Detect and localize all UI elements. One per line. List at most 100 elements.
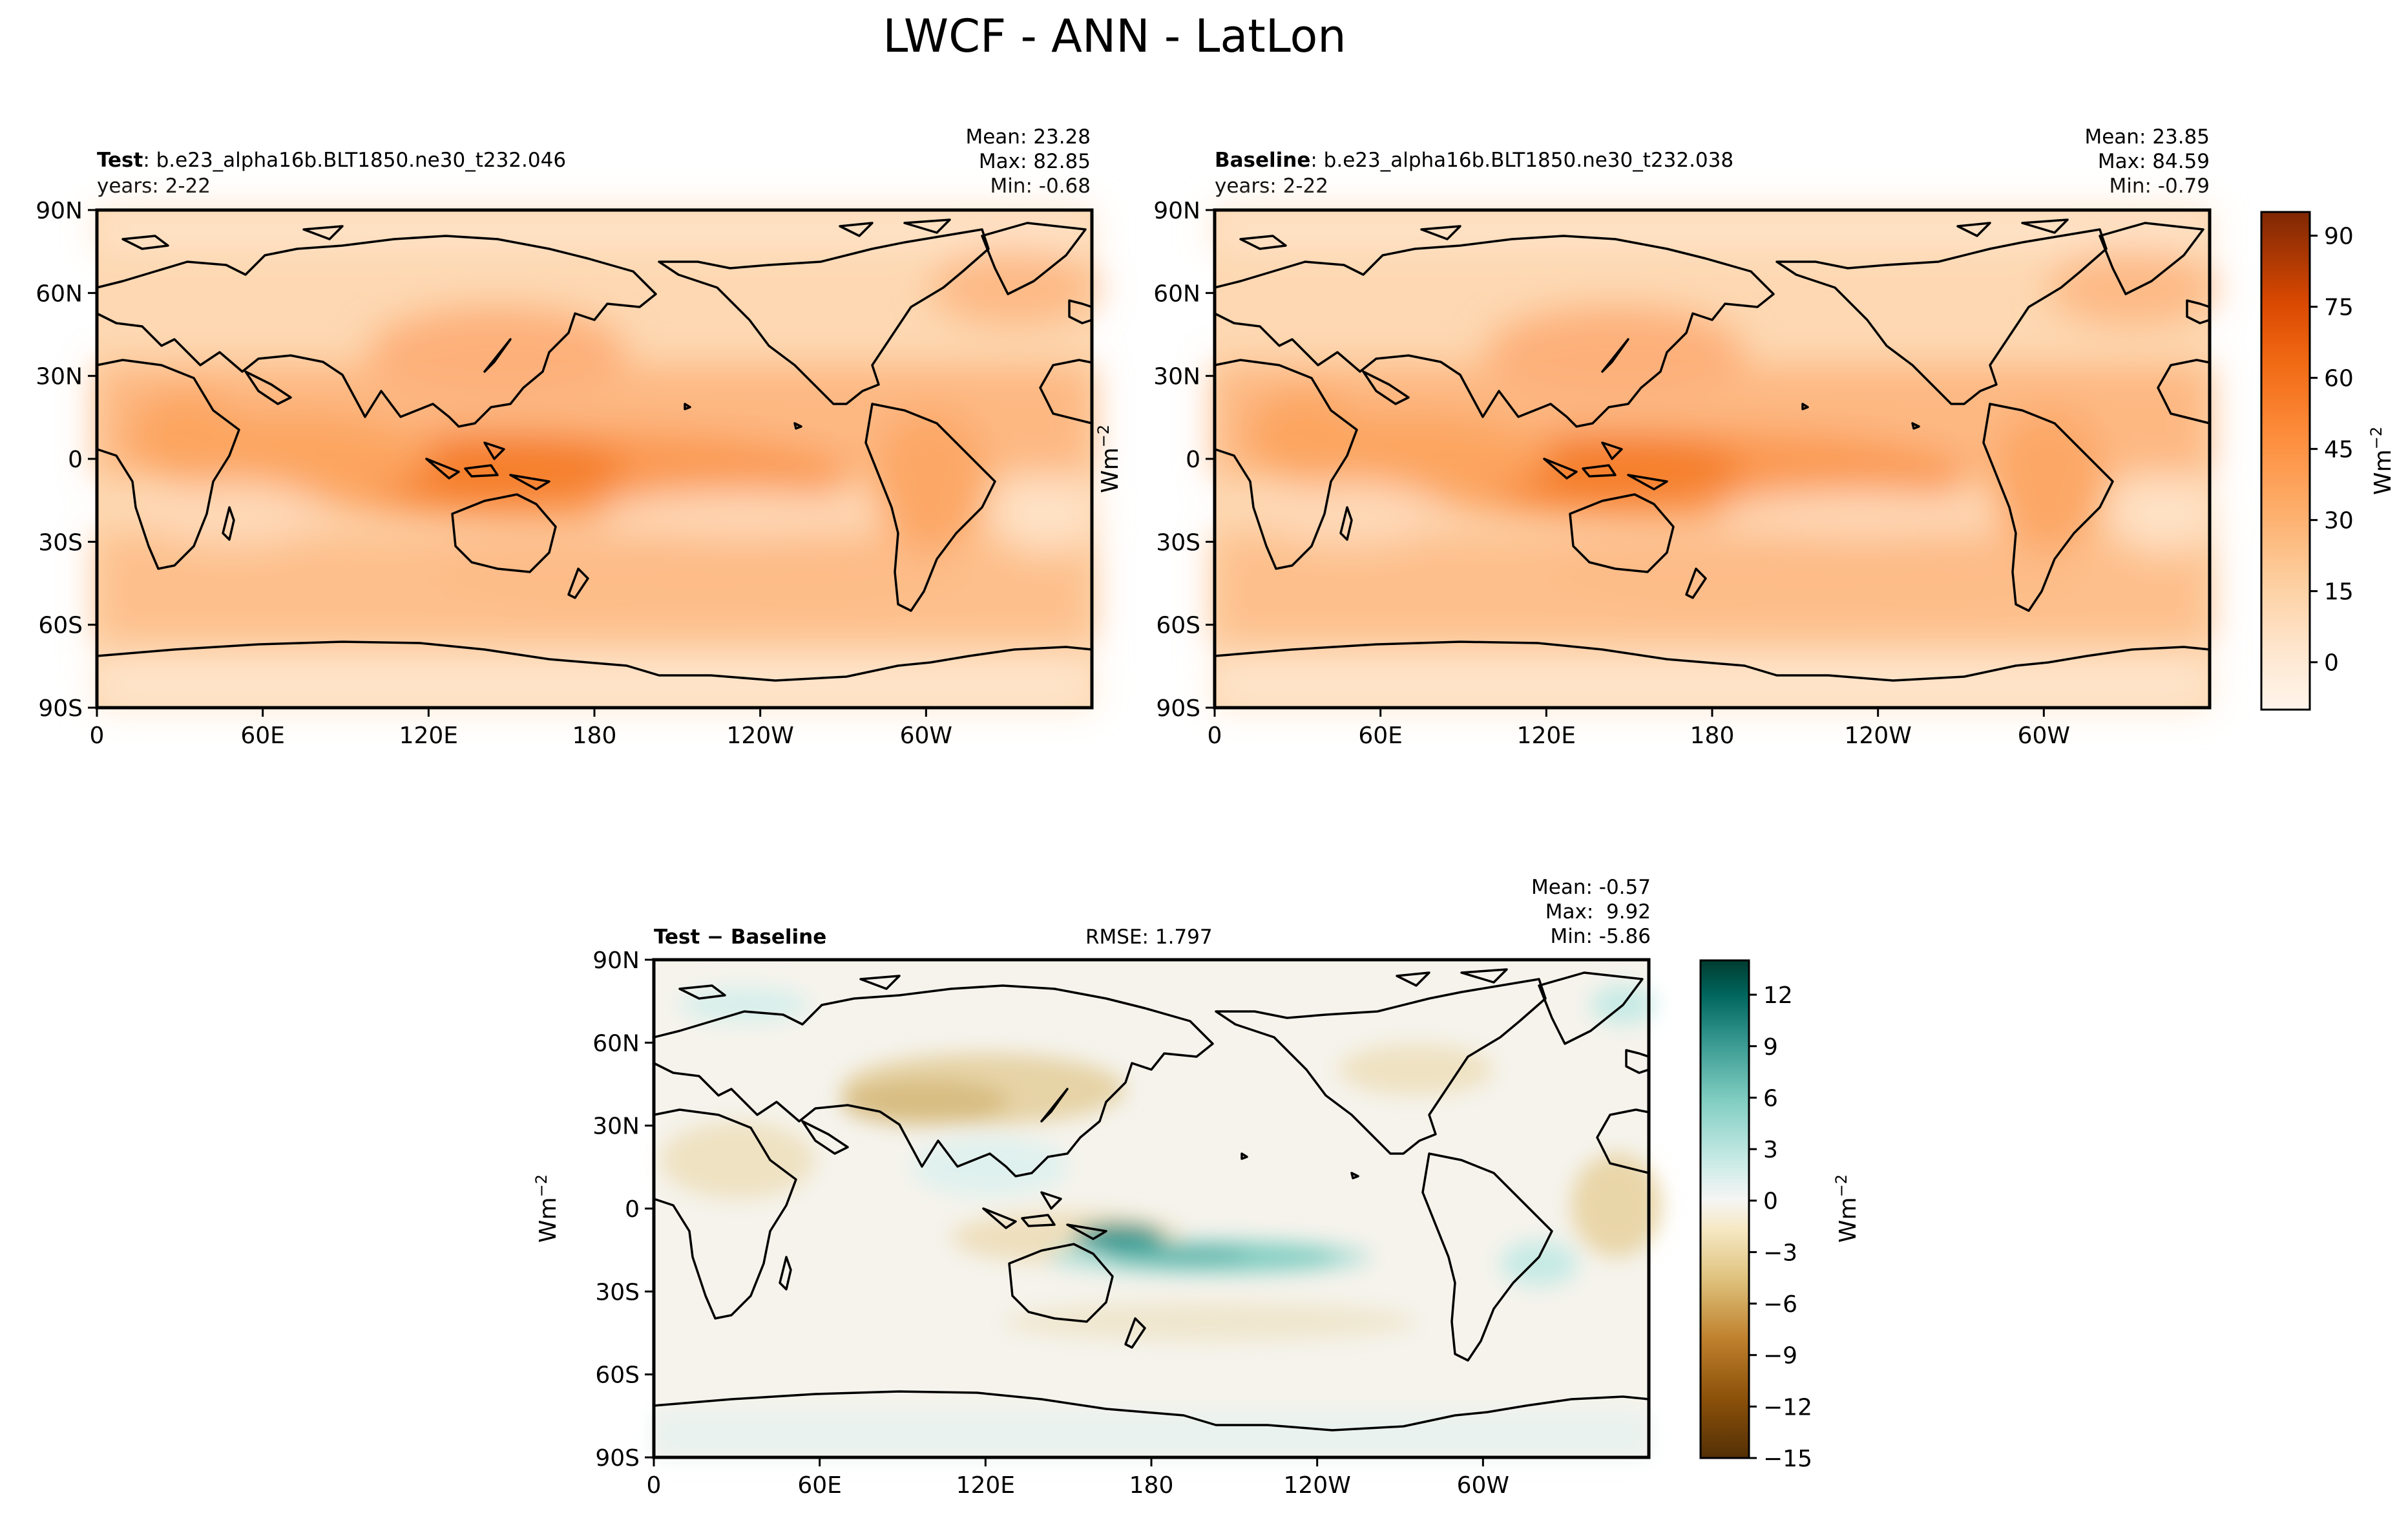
- difference-xtick-label: 60W: [1457, 1472, 1509, 1499]
- diff-colorbar-tick-label: 12: [1763, 982, 1793, 1009]
- test-years: years: 2-22: [97, 174, 211, 198]
- difference-rmse: RMSE: 1.797: [1085, 925, 1213, 949]
- diff-colorbar-label: Wm−2: [1832, 1174, 1861, 1243]
- test-xtick-label: 60W: [900, 723, 952, 749]
- baseline-xtick-label: 60E: [1358, 723, 1403, 749]
- diff-colorbar-tick-label: 6: [1763, 1085, 1778, 1112]
- baseline-label: Baseline: b.e23_alpha16b.BLT1850.ne30_t2…: [1215, 149, 1733, 172]
- test-ytick-label: 0: [68, 447, 83, 473]
- lwcf-colorbar: 90 75 60 45 30 15 0 Wm−2: [2260, 211, 2396, 711]
- lwcf-colorbar-label-base: Wm: [2370, 449, 2396, 495]
- baseline-xtick-label: 180: [1690, 723, 1735, 749]
- difference-ytick-label: 30S: [595, 1279, 640, 1305]
- diff-colorbar-tick-label: −12: [1763, 1394, 1812, 1421]
- baseline-ytick-label: 0: [1186, 447, 1200, 473]
- diff-colorbar-tick-label: 0: [1763, 1189, 1778, 1215]
- lwcf-colorbar-tick-label: 0: [2324, 650, 2339, 677]
- lwcf-colorbar-label-sup: −2: [2367, 427, 2385, 449]
- baseline-label-rest: : b.e23_alpha16b.BLT1850.ne30_t232.038: [1310, 149, 1733, 172]
- lwcf-colorbar-bar: [2260, 211, 2311, 711]
- test-stat-mean: Mean: 23.28: [965, 125, 1091, 149]
- baseline-xtick-label: 60W: [2018, 723, 2070, 749]
- test-panel: Test: b.e23_alpha16b.BLT1850.ne30_t232.0…: [36, 125, 1098, 749]
- test-xtick-label: 60E: [240, 723, 285, 749]
- test-ylabel-base: Wm: [1097, 447, 1124, 493]
- baseline-stat-max: Max: 84.59: [2098, 150, 2210, 173]
- difference-ytick-label: 90N: [592, 947, 640, 974]
- difference-stat-max: Max: 9.92: [1545, 900, 1651, 924]
- test-ytick-label: 90S: [38, 695, 83, 722]
- test-stat-min: Min: -0.68: [990, 174, 1091, 198]
- baseline-xtick-label: 120E: [1517, 723, 1576, 749]
- diff-colorbar-tick-label: −9: [1763, 1343, 1797, 1369]
- difference-label: Test − Baseline: [654, 925, 826, 949]
- difference-xtick-label: 0: [647, 1472, 662, 1499]
- test-xtick-label: 0: [90, 723, 105, 749]
- test-ylabel: Wm−2: [1094, 425, 1124, 493]
- diff-colorbar-tick-label: −6: [1763, 1291, 1797, 1318]
- diff-colorbar-tick-label: 9: [1763, 1034, 1778, 1061]
- test-stat-max: Max: 82.85: [979, 150, 1091, 173]
- figure-title: LWCF - ANN - LatLon: [883, 10, 1346, 63]
- baseline-label-bold: Baseline: [1215, 149, 1310, 172]
- difference-ylabel: Wm−2: [532, 1174, 561, 1243]
- test-label-rest: : b.e23_alpha16b.BLT1850.ne30_t232.046: [143, 149, 566, 172]
- difference-xtick-label: 60E: [797, 1472, 842, 1499]
- lwcf-colorbar-label: Wm−2: [2367, 427, 2396, 495]
- diff-colorbar-tick-label: −15: [1763, 1446, 1812, 1472]
- test-ylabel-sup: −2: [1094, 425, 1113, 447]
- diff-colorbar-tick-label: −3: [1763, 1240, 1797, 1266]
- lwcf-colorbar-tick-label: 15: [2324, 579, 2354, 606]
- baseline-stat-mean: Mean: 23.85: [2084, 125, 2210, 149]
- difference-panel: Test − Baseline RMSE: 1.797 Mean: -0.57 …: [532, 876, 1861, 1499]
- difference-stat-mean: Mean: -0.57: [1531, 876, 1651, 899]
- test-map: [95, 208, 1098, 710]
- baseline-ytick-label: 30S: [1156, 529, 1200, 556]
- test-ytick-label: 60N: [36, 280, 83, 307]
- baseline-years: years: 2-22: [1215, 174, 1328, 198]
- test-ytick-label: 30N: [36, 364, 83, 390]
- difference-xtick-label: 180: [1129, 1472, 1174, 1499]
- baseline-xtick-label: 120W: [1845, 723, 1912, 749]
- baseline-axes: 0 60E 120E 180 120W 60W 90N 60N 30N 0 30S 60S 90S: [1153, 198, 2070, 749]
- baseline-ytick-label: 60N: [1153, 280, 1200, 307]
- test-ytick-label: 30S: [38, 529, 83, 556]
- test-xtick-label: 120E: [399, 723, 458, 749]
- test-xtick-label: 180: [572, 723, 617, 749]
- difference-ytick-label: 0: [625, 1196, 640, 1223]
- lwcf-colorbar-tick-label: 45: [2324, 437, 2354, 463]
- test-ytick-label: 60S: [38, 613, 83, 639]
- baseline-ytick-label: 90S: [1156, 695, 1200, 722]
- difference-ytick-label: 30N: [592, 1114, 640, 1140]
- lwcf-colorbar-tick-label: 75: [2324, 295, 2354, 321]
- difference-ytick-label: 60N: [592, 1030, 640, 1057]
- difference-ytick-label: 60S: [595, 1362, 640, 1389]
- diff-colorbar: 12 9 6 3 0 −3 −6 −9 −12 −15 Wm−2: [1699, 959, 1861, 1472]
- difference-ytick-label: 90S: [595, 1445, 640, 1472]
- baseline-map: [1213, 208, 2216, 710]
- baseline-xtick-label: 0: [1208, 723, 1222, 749]
- lwcf-colorbar-tick-label: 90: [2324, 224, 2354, 250]
- diff-colorbar-tick-label: 3: [1763, 1137, 1778, 1163]
- difference-map: [652, 958, 1662, 1459]
- test-label-bold: Test: [97, 149, 143, 172]
- difference-xtick-label: 120W: [1284, 1472, 1351, 1499]
- lwcf-colorbar-ticks: 90 75 60 45 30 15 0: [2310, 224, 2354, 677]
- lwcf-colorbar-tick-label: 60: [2324, 366, 2354, 392]
- diff-colorbar-ticks: 12 9 6 3 0 −3 −6 −9 −12 −15: [1749, 982, 1812, 1472]
- difference-stat-min: Min: -5.86: [1550, 925, 1651, 948]
- difference-ylabel-sup: −2: [532, 1174, 550, 1197]
- baseline-ytick-label: 30N: [1153, 364, 1200, 390]
- diff-colorbar-label-sup: −2: [1832, 1174, 1850, 1197]
- test-ytick-label: 90N: [36, 198, 83, 224]
- baseline-ytick-label: 90N: [1153, 198, 1200, 224]
- baseline-stat-min: Min: -0.79: [2109, 174, 2210, 198]
- diff-colorbar-bar: [1699, 959, 1750, 1459]
- difference-axes: 0 60E 120E 180 120W 60W 90N 60N 30N 0 30S 60S 90S: [592, 947, 1509, 1499]
- test-axes: 0 60E 120E 180 120W 60W 90N 60N 30N 0 30S 60S 90S: [36, 198, 952, 749]
- diff-colorbar-label-base: Wm: [1835, 1197, 1861, 1243]
- test-label: Test: b.e23_alpha16b.BLT1850.ne30_t232.0…: [97, 149, 566, 172]
- baseline-panel: Baseline: b.e23_alpha16b.BLT1850.ne30_t2…: [1094, 125, 2396, 749]
- lwcf-colorbar-tick-label: 30: [2324, 508, 2354, 534]
